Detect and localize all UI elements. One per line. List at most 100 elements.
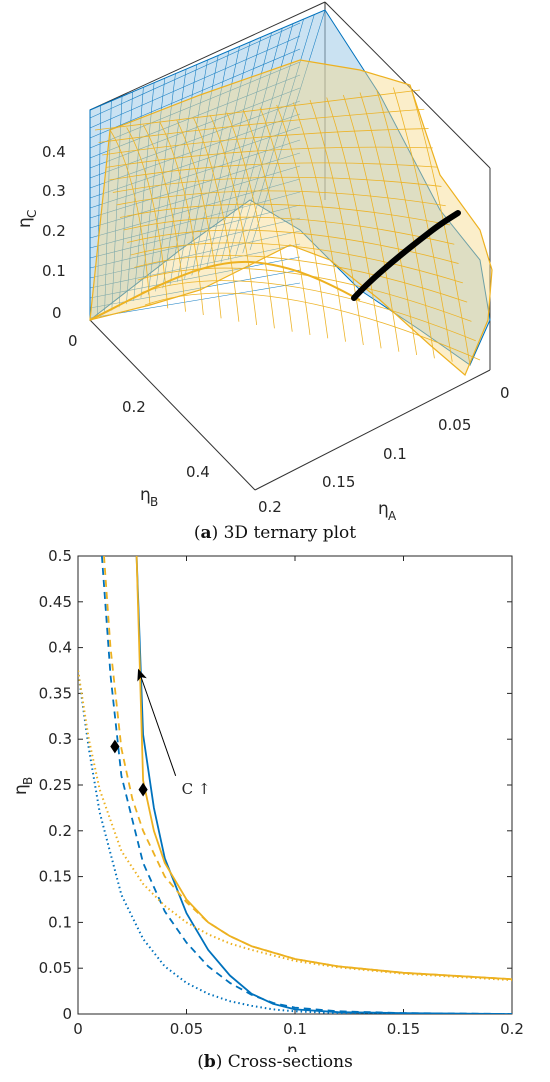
svg-text:η: η — [140, 485, 151, 505]
blue-mesh-line — [242, 14, 315, 254]
x-tick-label: 0.1 — [283, 1020, 307, 1038]
y-axis-label-symbol: η — [11, 784, 31, 795]
series-line-orange-solid — [135, 556, 512, 981]
x-tick-label: 0.15 — [387, 1020, 420, 1038]
orange-mesh-line — [192, 117, 240, 322]
blue-mesh-line — [89, 230, 301, 279]
x-tick-label: 0 — [73, 1020, 83, 1038]
y-tick-label: 0.4 — [48, 639, 72, 657]
y-tick-label: 0.3 — [48, 730, 72, 748]
orange-mesh-line — [141, 280, 476, 342]
z-tick-label: 0.2 — [42, 222, 66, 240]
diamond-marker — [138, 782, 148, 797]
y-tick-label: 0.2 — [48, 822, 72, 840]
eta-a-axis-label: η A — [378, 499, 397, 523]
orange-mesh-line — [376, 89, 435, 359]
blue-mesh-line — [96, 105, 101, 317]
svg-text:B: B — [150, 495, 158, 509]
orange-mesh-line — [342, 94, 400, 352]
blue-mesh-line — [89, 217, 301, 269]
svg-text:η: η — [378, 499, 389, 519]
caption-a: (a) 3D ternary plot — [193, 523, 357, 543]
orange-mesh-line — [209, 114, 258, 326]
y-tick-label: 0.45 — [39, 593, 72, 611]
blue-mesh-line — [89, 22, 301, 119]
blue-mesh-line — [133, 82, 155, 301]
diamond-marker — [110, 739, 120, 754]
orange-mesh-line — [137, 267, 472, 322]
orange-mesh-line — [94, 89, 421, 131]
y-tick-label: 0.25 — [39, 776, 72, 794]
orange-mesh-line — [142, 124, 186, 312]
orange-mesh-line — [176, 119, 222, 319]
blue-mesh-line — [89, 113, 301, 189]
blue-mesh-line — [89, 74, 301, 159]
eta-b-tick-label: 0.4 — [186, 463, 210, 481]
blue-mesh-line — [89, 126, 301, 199]
orange-mesh-line — [116, 190, 446, 207]
blue-mesh-line — [213, 32, 272, 266]
svg-text:C: C — [25, 210, 39, 218]
orange-mesh-line — [112, 176, 442, 193]
orange-mesh-line — [109, 129, 151, 306]
blue-mesh-line — [89, 48, 301, 139]
eta-b-axis: 0 0.2 0.4 η B — [68, 332, 210, 509]
eta-a-tick-label: 0.2 — [258, 498, 282, 516]
blue-mesh-line — [89, 191, 301, 249]
eta-b-axis-label: η B — [140, 485, 158, 509]
caption-a-text: 3D ternary plot — [223, 523, 357, 543]
eta-a-tick-label: 0.05 — [438, 416, 471, 434]
orange-mesh-line — [105, 146, 433, 168]
figure-a-3d-plot: 0 0.1 0.2 0.3 0.4 η C 0 0.2 0.4 η B 0 0.… — [15, 1, 510, 523]
orange-mesh-line — [392, 87, 453, 362]
top-back-edge — [89, 1, 326, 111]
caption-a-letter: a — [200, 523, 212, 543]
x-axis-label-symbol: η — [287, 1041, 298, 1052]
y-tick-label: 0 — [62, 1005, 72, 1023]
caption-b: (b) Cross-sections — [197, 1052, 353, 1072]
blue-mesh-line — [89, 35, 301, 129]
orange-mesh-line — [123, 216, 455, 245]
eta-a-tick-label: 0 — [500, 384, 510, 402]
orange-mesh-line — [276, 104, 329, 339]
top-right-edge — [324, 1, 491, 169]
cross-section-plot-svg: 0 0.05 0.1 0.15 0.2 0 0.05 0.1 0.15 0.2 0.25 0.3 0.3… — [11, 547, 524, 1065]
orange-mesh-line — [226, 112, 275, 329]
blue-mesh-line — [104, 100, 112, 314]
x-axis-label: ηA — [287, 1041, 306, 1065]
orange-mesh-line — [259, 107, 311, 336]
z-tick-label: 0.1 — [42, 262, 66, 280]
blue-mesh-line — [89, 100, 301, 179]
orange-mesh-line — [144, 292, 481, 361]
z-axis-label: η C — [15, 210, 39, 228]
eta-a-tick-label: 0.1 — [383, 445, 407, 463]
caption-b-letter: b — [203, 1052, 216, 1072]
series-line-orange-dashed — [103, 556, 512, 981]
blue-mesh-line — [89, 282, 301, 319]
svg-text:A: A — [388, 509, 397, 520]
series-line-blue-dashed — [101, 556, 512, 1014]
blue-mesh-line — [89, 178, 301, 239]
plot-3d-svg: 0 0.1 0.2 0.3 0.4 η C 0 0.2 0.4 η B 0 0.… — [15, 1, 510, 523]
x-tick-label: 0.05 — [170, 1020, 203, 1038]
svg-text:η: η — [15, 217, 35, 228]
blue-mesh-line — [147, 73, 176, 295]
orange-mesh-line — [98, 108, 425, 143]
orange-mesh-line — [126, 127, 169, 309]
series-group — [78, 556, 512, 1014]
orange-mesh-line — [326, 97, 382, 349]
blue-mesh-line — [184, 50, 230, 279]
blue-mesh-line — [249, 9, 326, 251]
intersection-curve — [351, 210, 461, 301]
blue-mesh-line — [220, 28, 283, 263]
orange-mesh-line — [242, 109, 293, 332]
orange-mesh-line — [159, 122, 204, 316]
series-line-blue-solid — [135, 556, 512, 1014]
orange-mesh-line — [309, 99, 364, 346]
z-tick-label: 0.4 — [42, 143, 66, 161]
y-axis-label: ηB — [11, 777, 35, 795]
y-tick-label: 0.15 — [39, 868, 72, 886]
caption-b-text: Cross-sections — [227, 1052, 353, 1072]
annotation-arrow — [137, 668, 177, 777]
eta-b-tick-label: 0.2 — [122, 398, 146, 416]
